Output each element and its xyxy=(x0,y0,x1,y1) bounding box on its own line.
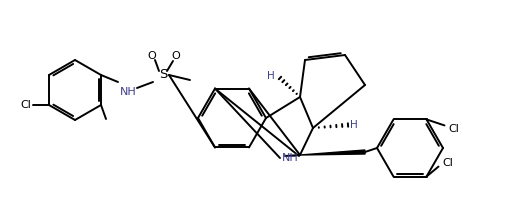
Text: NH: NH xyxy=(281,153,298,163)
Text: NH: NH xyxy=(119,87,136,97)
Polygon shape xyxy=(300,150,365,155)
Text: Cl: Cl xyxy=(20,100,31,110)
Text: S: S xyxy=(159,68,167,81)
Text: H: H xyxy=(267,71,275,81)
Text: Cl: Cl xyxy=(442,158,453,167)
Text: O: O xyxy=(172,51,180,61)
Text: Cl: Cl xyxy=(449,124,459,134)
Text: O: O xyxy=(148,51,156,61)
Text: H: H xyxy=(350,120,358,130)
